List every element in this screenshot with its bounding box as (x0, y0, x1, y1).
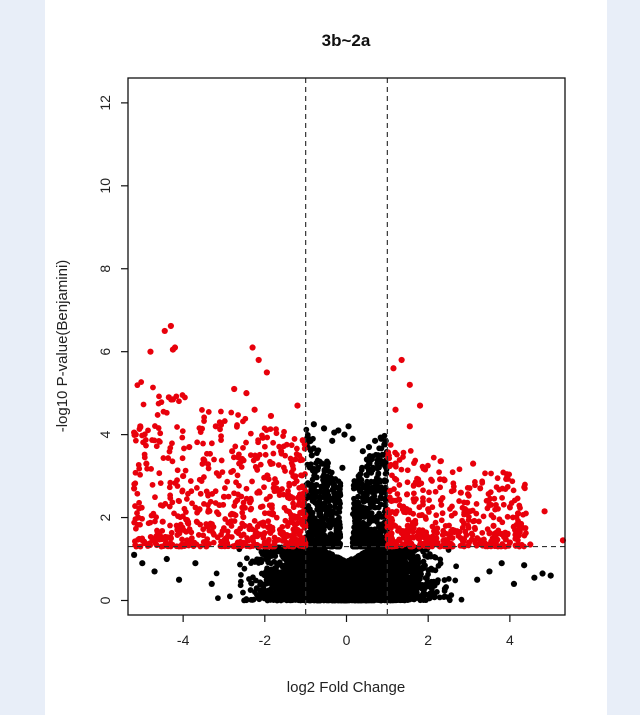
y-tick-label: 10 (97, 178, 113, 194)
nonsignificant-point (267, 587, 274, 594)
y-tick-label: 0 (97, 596, 113, 604)
nonsignificant-point (265, 567, 272, 573)
x-tick-label: 4 (506, 632, 514, 648)
chart-frame: 3b~2a -4 -2 0 2 4 0 2 4 6 8 10 12 log2 Fold Change … (45, 0, 607, 715)
nonsignificant-point (426, 551, 433, 558)
nonsignificant-point (445, 576, 452, 582)
nonsignificant-point (452, 577, 459, 584)
y-tick-label: 2 (97, 513, 113, 521)
nonsignificant-point (244, 555, 250, 562)
nonsignificant-point (262, 581, 269, 588)
nonsignificant-point (425, 567, 432, 573)
nonsignificant-point (453, 563, 460, 570)
nonsignificant-point (420, 565, 427, 572)
nonsignificant-point (444, 594, 451, 601)
nonsignificant-point (410, 553, 417, 560)
nonsignificant-point (237, 578, 244, 585)
nonsignificant-point (253, 577, 259, 584)
nonsignificant-point (258, 559, 265, 566)
nonsignificant-point (437, 560, 444, 567)
nonsignificant-point (309, 552, 316, 559)
nonsignificant-point (240, 589, 246, 596)
x-tick-label: 2 (424, 632, 432, 648)
nonsignificant-point (431, 594, 438, 601)
chart-title: 3b~2a (322, 31, 371, 50)
nonsignificant-point (422, 575, 429, 581)
nonsignificant-point (271, 551, 278, 558)
nonsignificant-point (283, 556, 289, 563)
nonsignificant-point (303, 557, 310, 564)
nonsignificant-point (417, 573, 424, 579)
nonsignificant-point (238, 571, 244, 578)
nonsignificant-point (426, 591, 433, 598)
nonsignificant-point (403, 567, 410, 574)
nonsignificant-point (246, 576, 252, 582)
nonsignificant-point (279, 552, 286, 559)
nonsignificant-point (213, 570, 220, 577)
nonsignificant-point (430, 567, 436, 573)
nonsignificant-point (307, 566, 314, 573)
x-tick-label: 0 (343, 632, 351, 648)
nonsignificant-point (215, 595, 221, 602)
nonsignificant-point (346, 557, 353, 564)
nonsignificant-point (241, 565, 248, 572)
nonsignificant-point (248, 560, 254, 567)
nonsignificant-point (405, 579, 412, 586)
nonsignificant-point (290, 549, 297, 556)
x-tick-label: -2 (259, 632, 272, 648)
nonsignificant-point (237, 561, 243, 568)
nonsignificant-point (434, 579, 441, 586)
nonsignificant-point (423, 597, 429, 604)
nonsignificant-point (256, 596, 263, 603)
nonsignificant-point (226, 593, 233, 600)
x-tick-label: -4 (177, 632, 190, 648)
y-tick-label: 12 (97, 95, 113, 111)
nonsignificant-point (247, 587, 254, 593)
y-tick-label: 4 (97, 431, 113, 439)
nonsignificant-point (423, 581, 429, 588)
nonsignificant-point (441, 577, 448, 583)
nonsignificant-point (249, 597, 256, 603)
nonsignificant-point (248, 580, 255, 587)
nonsignificant-point (265, 559, 272, 566)
nonsignificant-point (294, 554, 301, 561)
nonsignificant-point (436, 594, 443, 601)
nonsignificant-point (261, 595, 268, 602)
y-tick-label: 6 (97, 348, 113, 356)
nonsignificant-point (458, 596, 465, 603)
y-tick-label: 8 (97, 265, 113, 273)
nonsignificant-point (442, 585, 449, 592)
